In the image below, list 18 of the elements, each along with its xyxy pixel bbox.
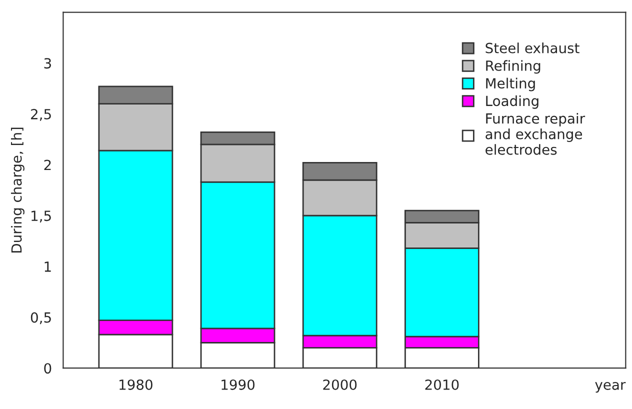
y-tick-label: 2,5 bbox=[31, 108, 51, 121]
y-tick-label: 3 bbox=[44, 58, 51, 69]
x-tick-label: 1980 bbox=[120, 379, 152, 390]
text: year bbox=[595, 382, 626, 393]
x-tick-label: 2010 bbox=[425, 379, 459, 390]
y-axis-title: During charge, [h] bbox=[11, 128, 24, 252]
legend-label: Steel exhaust bbox=[486, 42, 580, 54]
x-tick-label: 1990 bbox=[222, 379, 255, 390]
legend-label: Melting bbox=[486, 78, 535, 92]
y-tick-label: 0,5 bbox=[30, 312, 51, 324]
legend-label: Furnace repair and exchange electrodes bbox=[486, 112, 586, 155]
y-tick-label: 0 bbox=[44, 363, 52, 374]
y-tick-label: 1 bbox=[44, 262, 51, 272]
x-tick-label: 2000 bbox=[323, 379, 357, 390]
legend-label: Loading bbox=[486, 95, 538, 109]
y-tick-label: 2 bbox=[44, 160, 51, 170]
legend-label: Refining bbox=[486, 60, 540, 74]
y-tick-label: 1,5 bbox=[32, 210, 51, 222]
